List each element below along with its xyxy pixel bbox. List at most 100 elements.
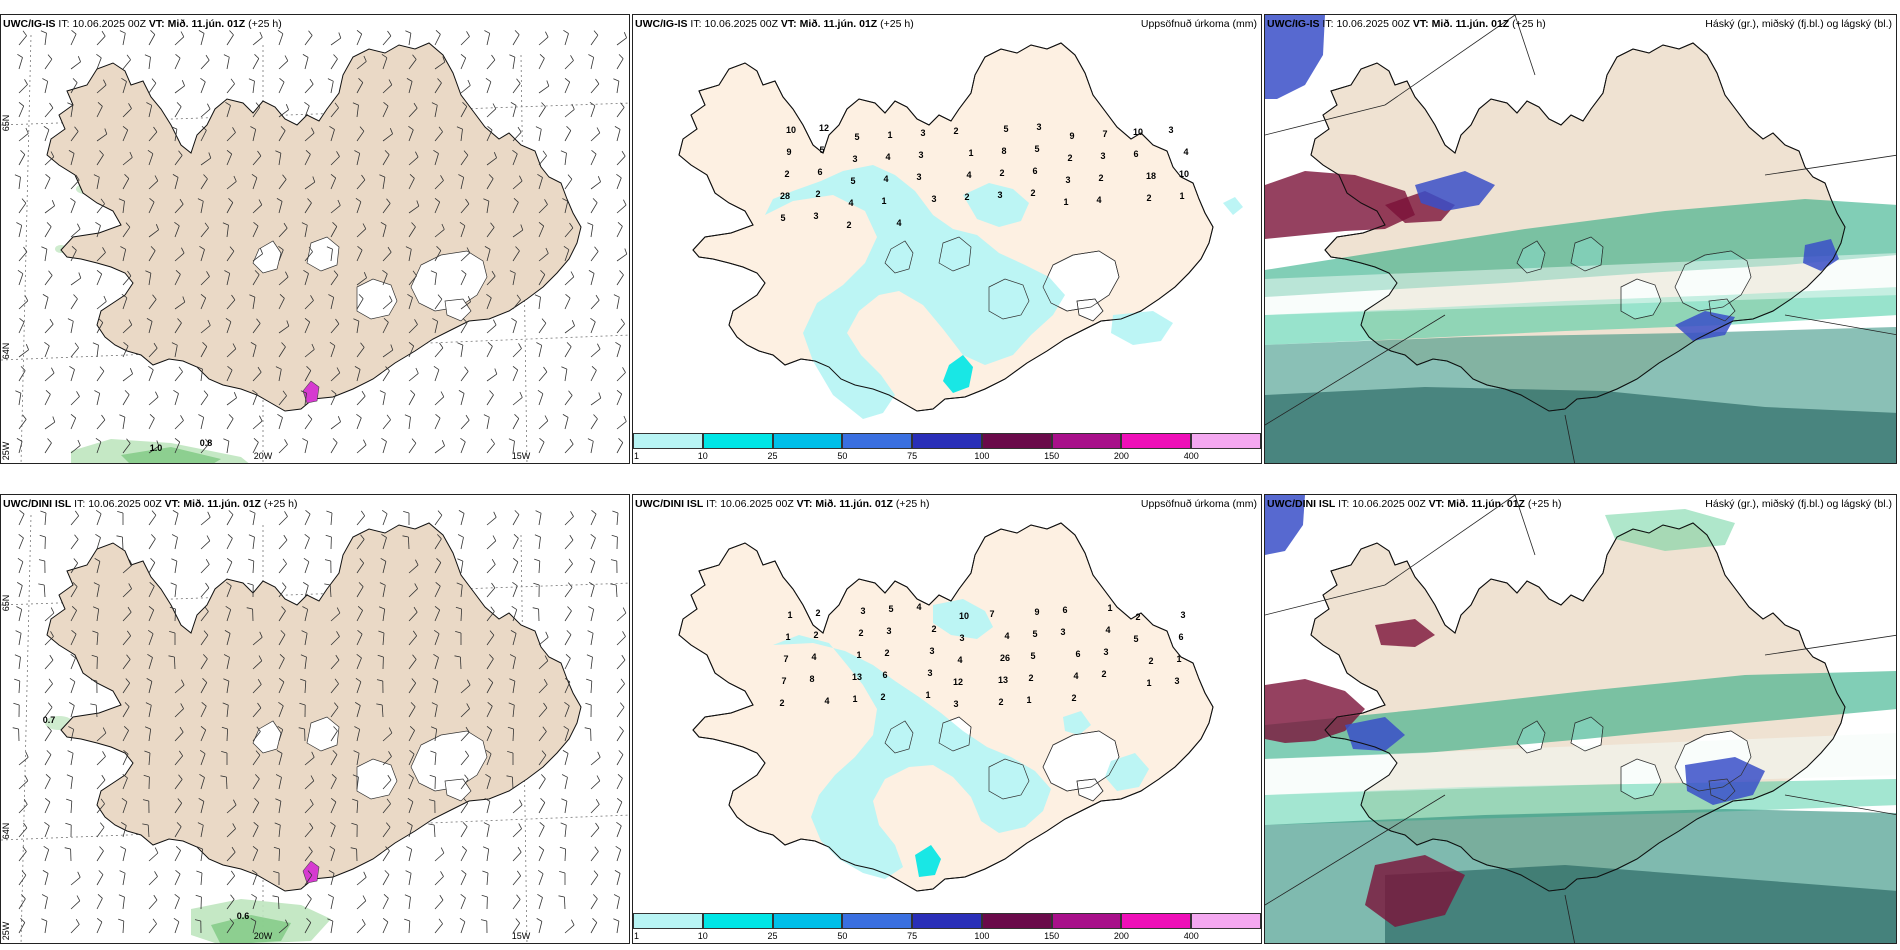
precip-value: 2 <box>815 608 820 618</box>
precip-value: 3 <box>931 194 936 204</box>
precip-value: 5 <box>1030 651 1035 661</box>
precip-value: 8 <box>1001 146 1006 156</box>
precip-value: 3 <box>929 646 934 656</box>
precip-value: 1 <box>852 694 857 704</box>
precip-value: 4 <box>885 152 890 162</box>
precip-value: 5 <box>888 604 893 614</box>
precip-value: 10 <box>1179 169 1189 179</box>
precip-value: 6 <box>1075 649 1080 659</box>
colorbar-tick: 200 <box>1113 931 1129 941</box>
precip-value: 5 <box>850 176 855 186</box>
precip-colorbar: 1 10 25 50 75 100 150 200 400 <box>633 913 1261 943</box>
precip-value: 5 <box>780 213 785 223</box>
axis-label: 64N <box>1 823 11 840</box>
precip-value: 2 <box>880 692 885 702</box>
panel-precip-bottom: UWC/DINI ISL IT: 10.06.2025 00Z VT: Mið.… <box>632 494 1262 944</box>
colorbar-swatch <box>842 433 913 449</box>
precip-value: 28 <box>780 191 790 201</box>
precip-value: 9 <box>1069 131 1074 141</box>
iceland-landmass <box>46 522 582 892</box>
colorbar-swatch <box>702 913 773 929</box>
precip-value: 26 <box>1000 653 1010 663</box>
precip-value: 12 <box>819 123 829 133</box>
colorbar-tick: 200 <box>1113 451 1129 461</box>
precip-value: 2 <box>931 624 936 634</box>
precip-value: 4 <box>848 198 853 208</box>
precip-value: 1 <box>1026 695 1031 705</box>
precip-value: 2 <box>815 189 820 199</box>
colorbar-tick: 75 <box>907 931 918 941</box>
colorbar-swatch <box>772 433 843 449</box>
precip-value: 3 <box>1180 610 1185 620</box>
precip-value: 2 <box>1148 656 1153 666</box>
axis-label: 64N <box>1 343 11 360</box>
precip-shading <box>765 165 1243 419</box>
wind-max-label: 0.6 <box>237 911 250 921</box>
precip-value: 2 <box>813 630 818 640</box>
colorbar-swatch <box>981 433 1052 449</box>
wind-max-label: 1.0 <box>150 443 163 453</box>
wind-barbs <box>12 509 627 934</box>
panel-title: UWC/IG-IS IT: 10.06.2025 00Z VT: Mið. 11… <box>3 18 282 30</box>
colorbar-swatch <box>981 913 1052 929</box>
panel-variable: Háský (gr.), miðský (fj.bl.) og lágský (… <box>1705 18 1892 30</box>
precip-values: 10 125 1 3 2 5 39 7 10 39 53 4 3 1 8 52 3 6 42 65 4 3 4 2 63 2 18 1… <box>780 122 1189 230</box>
panel-variable: Uppsöfnuð úrkoma (mm) <box>1140 18 1257 30</box>
panel-cloud-top: UWC/IG-IS IT: 10.06.2025 00Z VT: Mið. 11… <box>1264 14 1897 464</box>
precip-value: 1 <box>887 130 892 140</box>
precip-value: 6 <box>1178 632 1183 642</box>
precip-value: 1 <box>881 196 886 206</box>
precip-value: 1 <box>1107 603 1112 613</box>
precip-value: 3 <box>1174 676 1179 686</box>
precip-value: 6 <box>1062 605 1067 615</box>
colorbar-swatch <box>1051 433 1122 449</box>
precip-value: 3 <box>813 211 818 221</box>
precip-value: 2 <box>964 192 969 202</box>
precip-value: 10 <box>786 125 796 135</box>
precip-value: 4 <box>1183 147 1188 157</box>
precip-map: 10 125 1 3 2 5 39 7 10 39 53 4 3 1 8 52 3 6 42 65 4 3 4 2 63 2 18 1… <box>633 15 1261 463</box>
panel-variable: Háský (gr.), miðský (fj.bl.) og lágský (… <box>1705 498 1892 510</box>
wind-max-spot <box>302 860 320 884</box>
wind-max-spot <box>302 380 320 404</box>
precip-value: 2 <box>846 220 851 230</box>
colorbar-tick: 1 <box>634 451 640 461</box>
precip-value: 3 <box>1060 627 1065 637</box>
precip-value: 6 <box>817 167 822 177</box>
colorbar-swatch <box>1051 913 1122 929</box>
precip-value: 2 <box>1135 612 1140 622</box>
wind-max-label: 0.7 <box>43 715 56 725</box>
precip-value: 3 <box>920 128 925 138</box>
panel-variable: Uppsöfnuð úrkoma (mm) <box>1140 498 1257 510</box>
colorbar-tick: 400 <box>1183 931 1199 941</box>
colorbar-tick: 150 <box>1044 451 1060 461</box>
precip-value: 1 <box>1176 654 1181 664</box>
precip-value: 4 <box>957 655 962 665</box>
colorbar-tick: 50 <box>837 451 848 461</box>
precip-value: 1 <box>856 650 861 660</box>
precip-value: 3 <box>918 150 923 160</box>
precip-value: 2 <box>1101 669 1106 679</box>
precip-value: 4 <box>916 602 921 612</box>
precip-value: 2 <box>1146 193 1151 203</box>
cloud-map <box>1265 15 1896 463</box>
precip-value: 3 <box>1100 151 1105 161</box>
precip-value: 7 <box>989 609 994 619</box>
panel-cloud-bottom: UWC/DINI ISL IT: 10.06.2025 00Z VT: Mið.… <box>1264 494 1897 944</box>
colorbar-tick: 100 <box>974 451 990 461</box>
precip-value: 6 <box>1133 149 1138 159</box>
precip-value: 7 <box>1102 129 1107 139</box>
colorbar-tick: 10 <box>697 931 708 941</box>
precip-value: 5 <box>1133 634 1138 644</box>
precip-value: 1 <box>787 610 792 620</box>
precip-value: 3 <box>1065 175 1070 185</box>
precip-value: 3 <box>953 699 958 709</box>
cloud-map <box>1265 495 1896 943</box>
colorbar-tick: 100 <box>974 931 990 941</box>
precip-colorbar: 1 10 25 50 75 100 150 200 400 <box>633 433 1261 463</box>
precip-value: 2 <box>1067 153 1072 163</box>
precip-value: 5 <box>819 145 824 155</box>
colorbar-swatch <box>912 433 982 449</box>
precip-value: 12 <box>953 677 963 687</box>
precip-value: 3 <box>927 668 932 678</box>
